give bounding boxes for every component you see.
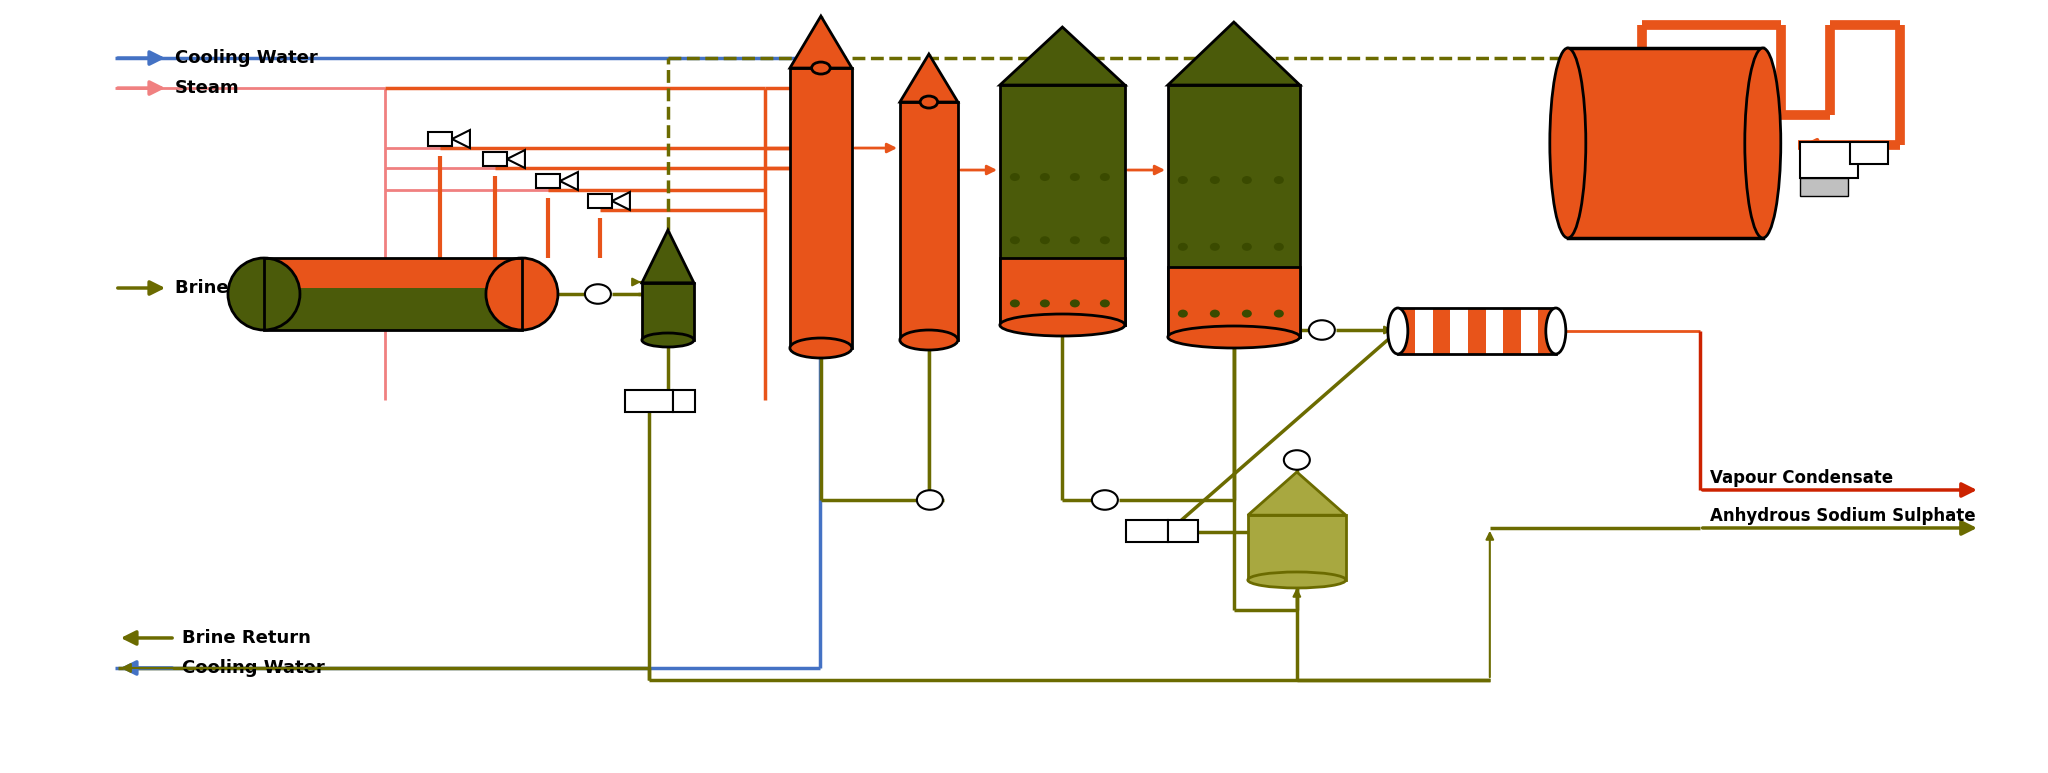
Polygon shape xyxy=(508,150,524,168)
Ellipse shape xyxy=(1092,490,1118,509)
Ellipse shape xyxy=(1040,173,1051,181)
Bar xyxy=(1849,142,1888,164)
Polygon shape xyxy=(641,230,694,283)
Ellipse shape xyxy=(1040,237,1051,244)
Bar xyxy=(1167,267,1300,337)
Ellipse shape xyxy=(1745,48,1782,238)
Bar xyxy=(1399,308,1556,354)
Bar xyxy=(1450,308,1468,354)
Bar xyxy=(1415,308,1434,354)
Ellipse shape xyxy=(641,333,694,347)
Ellipse shape xyxy=(1389,308,1407,354)
Bar xyxy=(1434,308,1450,354)
Bar xyxy=(428,132,453,146)
Ellipse shape xyxy=(1100,299,1110,308)
Text: Cooling Water: Cooling Water xyxy=(182,659,326,677)
Polygon shape xyxy=(791,16,852,68)
Ellipse shape xyxy=(1100,237,1110,244)
Ellipse shape xyxy=(918,490,942,509)
Bar xyxy=(641,283,694,340)
Ellipse shape xyxy=(1546,308,1567,354)
Ellipse shape xyxy=(1069,237,1079,244)
Bar xyxy=(674,390,694,412)
Bar xyxy=(1522,308,1538,354)
Polygon shape xyxy=(999,27,1124,85)
Ellipse shape xyxy=(227,258,299,330)
Ellipse shape xyxy=(1309,320,1335,340)
Bar xyxy=(1503,308,1522,354)
Text: Brine Return: Brine Return xyxy=(182,629,311,647)
Ellipse shape xyxy=(1100,173,1110,181)
Bar xyxy=(1167,520,1198,542)
Bar xyxy=(1468,308,1485,354)
Ellipse shape xyxy=(1210,243,1221,250)
Ellipse shape xyxy=(1241,243,1251,250)
Ellipse shape xyxy=(1210,176,1221,184)
Bar xyxy=(625,390,674,412)
Bar xyxy=(537,174,559,188)
Ellipse shape xyxy=(485,258,557,330)
Ellipse shape xyxy=(999,314,1124,336)
Ellipse shape xyxy=(1069,173,1079,181)
Bar xyxy=(264,288,522,330)
Bar xyxy=(791,68,852,348)
Polygon shape xyxy=(1167,22,1300,85)
Ellipse shape xyxy=(1178,243,1188,250)
Ellipse shape xyxy=(811,62,829,74)
Ellipse shape xyxy=(1241,176,1251,184)
Ellipse shape xyxy=(1247,572,1346,588)
Ellipse shape xyxy=(1069,299,1079,308)
Ellipse shape xyxy=(1274,176,1284,184)
Bar xyxy=(1399,308,1415,354)
Polygon shape xyxy=(559,172,578,190)
Polygon shape xyxy=(899,54,958,102)
Bar xyxy=(999,258,1124,325)
Bar xyxy=(1569,48,1763,238)
Text: Cooling Water: Cooling Water xyxy=(174,49,317,67)
Ellipse shape xyxy=(1178,176,1188,184)
Bar xyxy=(1126,520,1167,542)
Bar xyxy=(264,258,522,330)
Bar xyxy=(1800,178,1847,196)
Bar xyxy=(1485,308,1503,354)
Bar xyxy=(899,102,958,340)
Ellipse shape xyxy=(1284,450,1311,470)
Ellipse shape xyxy=(1210,310,1221,318)
Ellipse shape xyxy=(1178,310,1188,318)
Bar xyxy=(1167,85,1300,337)
Ellipse shape xyxy=(1010,237,1020,244)
Text: Brine Feed: Brine Feed xyxy=(174,279,283,297)
Ellipse shape xyxy=(1241,310,1251,318)
Polygon shape xyxy=(1247,472,1346,515)
Bar xyxy=(1538,308,1556,354)
Text: Vapour Condensate: Vapour Condensate xyxy=(1710,469,1892,487)
Ellipse shape xyxy=(1274,310,1284,318)
Bar xyxy=(999,85,1124,325)
Ellipse shape xyxy=(586,284,610,304)
Ellipse shape xyxy=(1040,299,1051,308)
Ellipse shape xyxy=(1550,48,1585,238)
Bar xyxy=(1800,142,1858,178)
Polygon shape xyxy=(612,192,631,210)
Bar xyxy=(1247,515,1346,580)
Ellipse shape xyxy=(1010,173,1020,181)
Ellipse shape xyxy=(1167,326,1300,348)
Ellipse shape xyxy=(899,330,958,350)
Text: Steam: Steam xyxy=(174,79,240,97)
Ellipse shape xyxy=(1274,243,1284,250)
Ellipse shape xyxy=(920,96,938,108)
Ellipse shape xyxy=(791,338,852,358)
Bar xyxy=(483,152,508,166)
Text: Anhydrous Sodium Sulphate: Anhydrous Sodium Sulphate xyxy=(1710,507,1976,525)
Bar xyxy=(264,258,522,288)
Polygon shape xyxy=(453,130,469,148)
Ellipse shape xyxy=(1010,299,1020,308)
Bar xyxy=(588,194,612,208)
